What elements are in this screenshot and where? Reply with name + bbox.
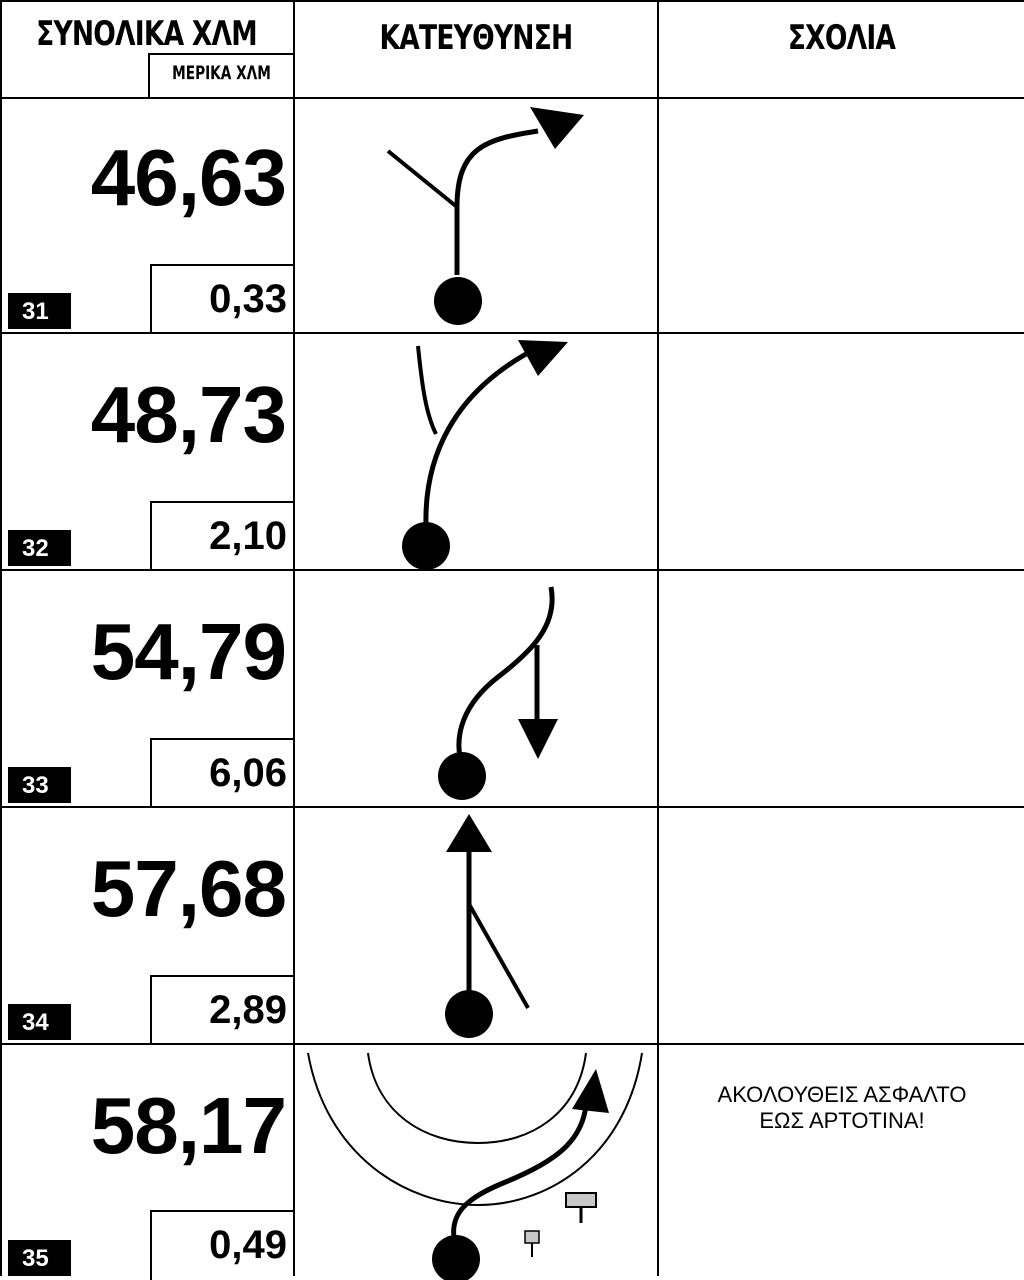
partial-km-value: 0,49 — [209, 1223, 287, 1267]
total-km-value: 57,68 — [90, 844, 287, 933]
total-km-value: 46,63 — [90, 133, 287, 222]
sharp-right-turn-icon — [438, 586, 558, 800]
partial-km-box: 0,33 — [150, 264, 293, 334]
header-total-km: ΣΥΝΟΛΙΚΑ ΧΛΜ — [36, 14, 258, 54]
column-divider-1 — [293, 0, 295, 1276]
comment-line: ΕΩΣ ΑΡΤΟΤΙΝΑ! — [759, 1108, 925, 1133]
row-divider — [0, 1043, 1024, 1045]
header-direction: ΚΑΤΕΥΘΥΝΣΗ — [379, 18, 574, 58]
turn-right-at-fork-icon — [386, 107, 584, 325]
total-km-value: 48,73 — [90, 370, 287, 459]
step-number-badge: 35 — [8, 1240, 71, 1276]
partial-km-box: 2,10 — [150, 501, 293, 571]
header-bottom-border — [0, 97, 1024, 99]
column-divider-2 — [657, 0, 659, 1276]
header-total-underline — [148, 53, 293, 55]
step-number-badge: 34 — [8, 1004, 71, 1040]
header-partial-box-left — [148, 53, 150, 98]
keep-right-at-fork-icon — [402, 340, 568, 570]
partial-km-box: 6,06 — [150, 738, 293, 808]
straight-ahead-icon — [445, 814, 530, 1038]
partial-km-box: 0,49 — [150, 1210, 293, 1280]
row-divider — [0, 569, 1024, 571]
partial-km-value: 0,33 — [209, 277, 287, 321]
partial-km-value: 2,10 — [209, 514, 287, 558]
total-km-value: 54,79 — [90, 607, 287, 696]
row-divider — [0, 332, 1024, 334]
partial-km-value: 2,89 — [209, 988, 287, 1032]
header-partial-km: ΜΕΡΙΚΑ ΧΛΜ — [172, 62, 271, 84]
total-km-value: 58,17 — [90, 1081, 287, 1170]
header-comments: ΣΧΟΛΙΑ — [787, 18, 896, 58]
step-number-badge: 33 — [8, 767, 71, 803]
step-number-badge: 31 — [8, 293, 71, 329]
row-divider — [0, 806, 1024, 808]
follow-asphalt-icon — [307, 1052, 643, 1280]
comment-line: ΑΚΟΛΟΥΘΕΙΣ ΑΣΦΑΛΤΟ — [717, 1082, 967, 1107]
table-top-border — [0, 0, 1024, 2]
partial-km-box: 2,89 — [150, 975, 293, 1045]
table-left-border — [0, 0, 2, 1276]
step-number-badge: 32 — [8, 530, 71, 566]
partial-km-value: 6,06 — [209, 751, 287, 795]
